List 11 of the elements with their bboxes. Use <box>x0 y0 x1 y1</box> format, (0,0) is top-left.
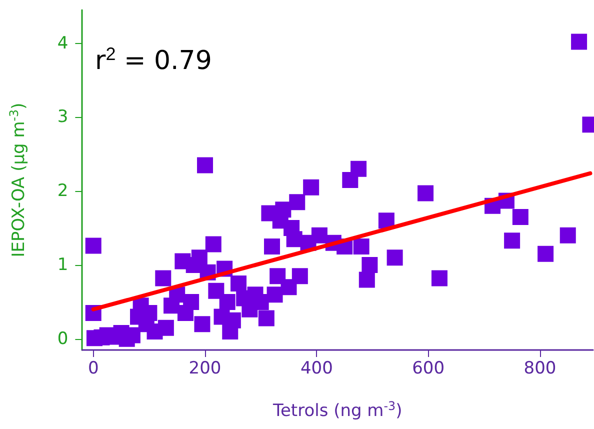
y-tick-label: 4 <box>57 33 68 54</box>
y-tick-label: 1 <box>57 255 68 275</box>
y-axis-title: IEPOX-OA (μg m-3) <box>7 102 30 258</box>
x-tick-label: 0 <box>88 358 99 378</box>
y-tick-label: 0 <box>57 328 68 349</box>
x-tick-label: 800 <box>524 358 556 378</box>
x-tick-label: 600 <box>412 358 445 378</box>
y-tick-label: 3 <box>57 107 68 128</box>
x-tick-label: 400 <box>300 358 333 378</box>
x-tick-label: 200 <box>188 358 222 378</box>
y-tick-label: 2 <box>57 181 68 202</box>
